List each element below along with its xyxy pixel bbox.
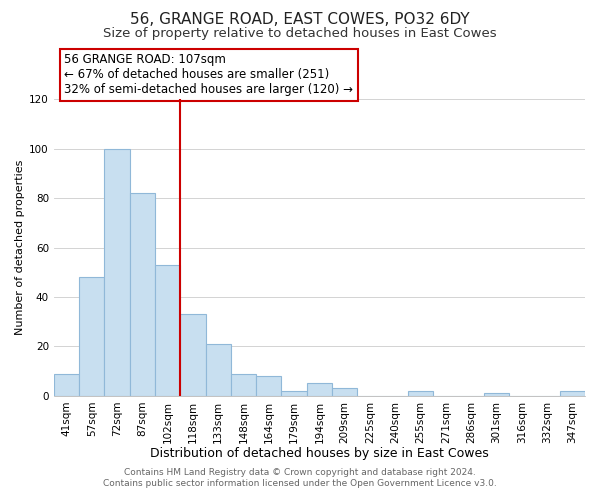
Bar <box>332 388 358 396</box>
Bar <box>130 193 155 396</box>
Bar <box>206 344 231 396</box>
Text: 56, GRANGE ROAD, EAST COWES, PO32 6DY: 56, GRANGE ROAD, EAST COWES, PO32 6DY <box>130 12 470 28</box>
Y-axis label: Number of detached properties: Number of detached properties <box>15 160 25 336</box>
Bar <box>281 391 307 396</box>
Bar <box>484 394 509 396</box>
Bar <box>408 391 433 396</box>
Bar <box>79 277 104 396</box>
Bar <box>155 265 180 396</box>
Text: Contains HM Land Registry data © Crown copyright and database right 2024.
Contai: Contains HM Land Registry data © Crown c… <box>103 468 497 487</box>
Text: Size of property relative to detached houses in East Cowes: Size of property relative to detached ho… <box>103 28 497 40</box>
Bar <box>560 391 585 396</box>
Text: 56 GRANGE ROAD: 107sqm
← 67% of detached houses are smaller (251)
32% of semi-de: 56 GRANGE ROAD: 107sqm ← 67% of detached… <box>64 54 353 96</box>
X-axis label: Distribution of detached houses by size in East Cowes: Distribution of detached houses by size … <box>150 447 489 460</box>
Bar <box>231 374 256 396</box>
Bar <box>180 314 206 396</box>
Bar <box>54 374 79 396</box>
Bar <box>256 376 281 396</box>
Bar <box>104 149 130 396</box>
Bar <box>307 384 332 396</box>
